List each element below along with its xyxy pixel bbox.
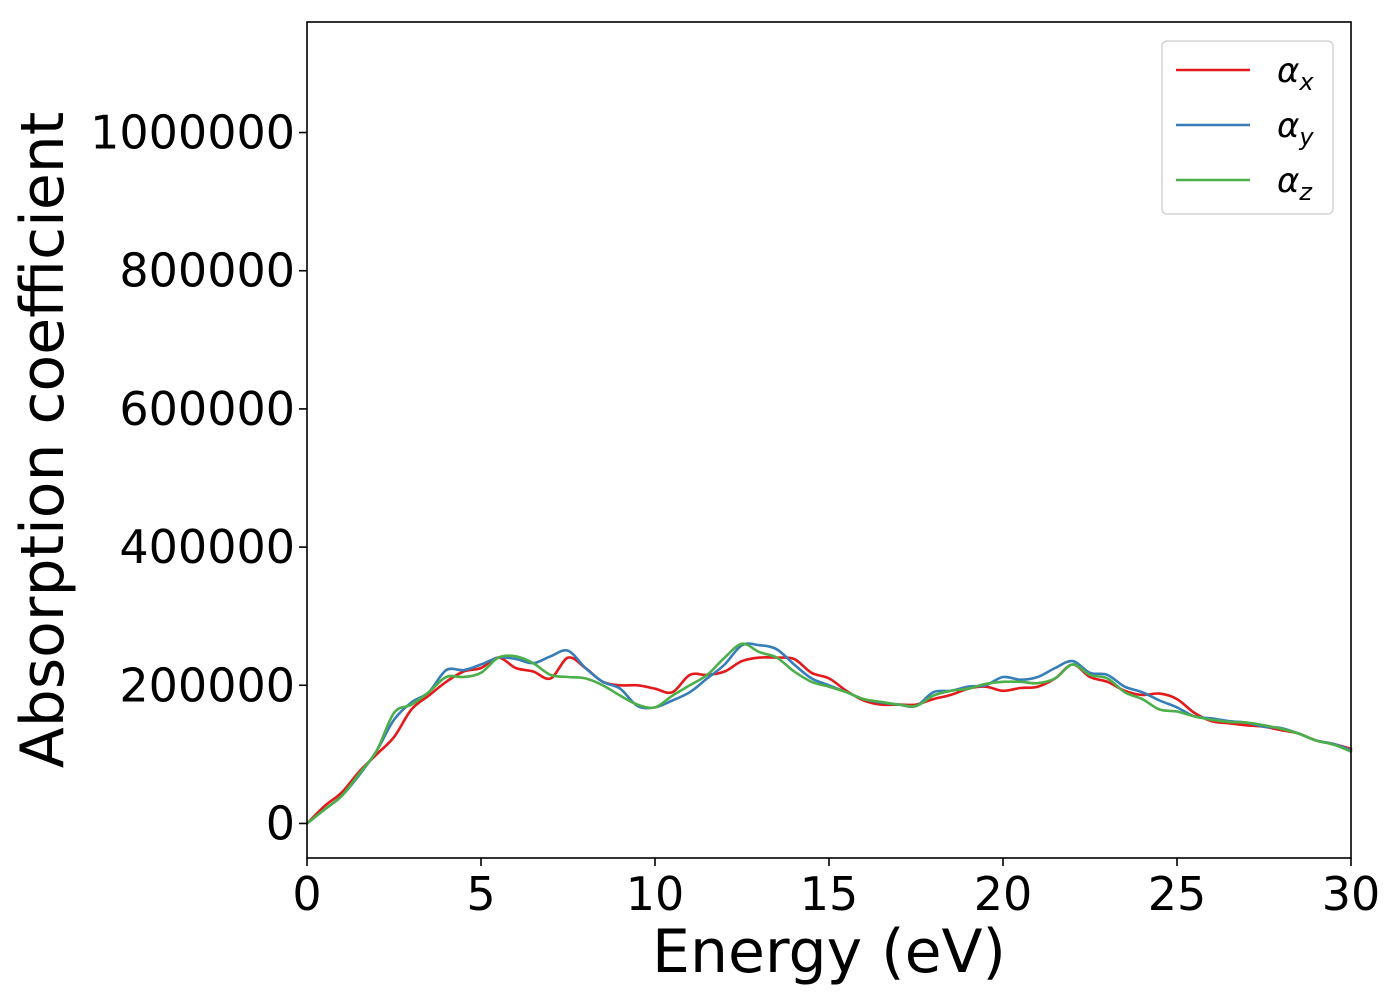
legend-frame: [1161, 40, 1334, 215]
y-axis-title: Absorption coefficient: [8, 112, 78, 769]
x-tick-label: 5: [466, 867, 495, 921]
legend: αx αy αz: [1161, 40, 1334, 215]
y-tick-label: 800000: [119, 244, 295, 298]
legend-label-alpha-x: αx: [1277, 51, 1314, 96]
legend-label-alpha-z: αz: [1277, 161, 1313, 206]
x-tick-label: 30: [1322, 867, 1381, 921]
series-line-alpha-y: [305, 642, 1353, 825]
series-layer: [305, 642, 1353, 825]
x-tick-label: 10: [626, 867, 685, 921]
x-tick-label: 15: [800, 867, 859, 921]
legend-label-alpha-y: αy: [1277, 106, 1314, 151]
y-tick-label: 600000: [119, 382, 295, 436]
series-line-alpha-x: [305, 656, 1353, 825]
x-axis-title: Energy (eV): [652, 917, 1006, 987]
y-axis: 0 200000 400000 600000 800000 1000000: [90, 106, 307, 850]
series-line-alpha-z: [305, 642, 1353, 825]
x-axis: 0 5 10 15 20 25 30: [292, 858, 1380, 921]
y-tick-label: 0: [266, 796, 295, 850]
x-tick-label: 0: [292, 867, 321, 921]
x-tick-label: 20: [974, 867, 1033, 921]
y-tick-label: 400000: [119, 520, 295, 574]
y-tick-label: 1000000: [90, 106, 295, 160]
x-tick-label: 25: [1148, 867, 1207, 921]
y-tick-label: 200000: [119, 658, 295, 712]
